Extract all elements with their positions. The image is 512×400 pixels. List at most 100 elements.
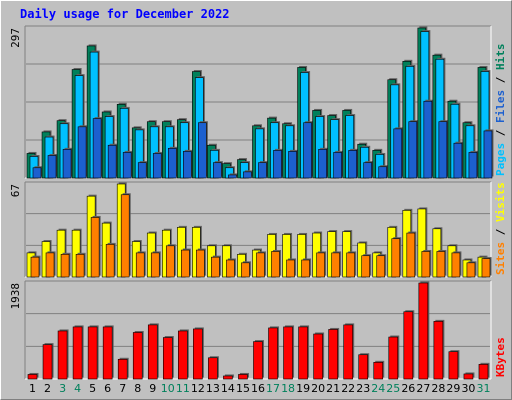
visits-sites-bar [256, 252, 265, 278]
visits-sites-bar [181, 249, 190, 278]
hits-pages-bar [393, 128, 403, 179]
kbytes-kbytes-bar [238, 374, 248, 380]
kbytes-kbytes-bar [463, 373, 474, 380]
hits-pages-bar [32, 167, 42, 179]
day-label: 30 [461, 382, 475, 395]
visits-sites-bar [105, 244, 115, 278]
visits-sites-bar [421, 251, 431, 278]
hits-pages-bar [318, 149, 327, 179]
kbytes-kbytes-bar [478, 364, 489, 380]
day-label: 14 [221, 382, 235, 395]
kbytes-kbytes-bar [418, 282, 429, 380]
hits-pages-bar [453, 142, 463, 179]
day-label: 20 [311, 382, 325, 395]
kbytes-kbytes-bar [72, 326, 83, 380]
visits-sites-bar [90, 217, 100, 278]
hits-pages-bar [213, 162, 222, 179]
day-label: 15 [236, 382, 250, 395]
kbytes-kbytes-bar [87, 326, 98, 380]
hits-legend-entry: Hits [494, 44, 507, 71]
hits-pages-bar [228, 174, 237, 179]
hits-legend-entry: / [494, 70, 507, 90]
day-label: 1 [29, 382, 36, 395]
day-label: 8 [134, 382, 141, 395]
hits-pages-bar [62, 149, 72, 179]
day-label: 12 [191, 382, 205, 395]
kbytes-kbytes-bar [373, 362, 384, 380]
kbytes-legend-entry: KBytes [494, 337, 507, 377]
kbytes-kbytes-bar [132, 332, 143, 380]
kbytes-kbytes-bar [268, 327, 278, 380]
kbytes-kbytes-bar [283, 326, 293, 380]
visits-legend-entry: / [494, 222, 507, 242]
day-label: 13 [206, 382, 220, 395]
hits-pages-bar [273, 150, 282, 179]
hits-pages-bar [483, 130, 493, 179]
hits-pages-bar [288, 151, 297, 179]
hits-pages-bar [47, 155, 57, 179]
visits-sites-bar [60, 254, 70, 278]
day-label: 3 [59, 382, 66, 395]
day-label: 16 [251, 382, 265, 395]
kbytes-kbytes-bar [253, 341, 263, 380]
hits-pages-bar [468, 152, 478, 179]
kbytes-kbytes-bar [117, 358, 128, 380]
hits-pages-bar [77, 126, 87, 179]
kbytes-kbytes-bar [102, 326, 113, 380]
day-label: 28 [431, 382, 445, 395]
day-label: 19 [296, 382, 310, 395]
visits-sites-bar [301, 259, 310, 278]
hits-pages-bar [348, 150, 357, 179]
visits-sites-bar [406, 232, 416, 278]
visits-sites-bar [226, 259, 235, 278]
kbytes-kbytes-bar [193, 328, 203, 380]
hits-legend: Pages / Files / Hits [494, 44, 507, 177]
hits-max-label: 297 [9, 28, 22, 48]
visits-sites-bar [211, 256, 220, 278]
hits-pages-bar [243, 171, 252, 179]
visits-sites-bar [120, 194, 130, 278]
hits-pages-bar [303, 122, 312, 179]
day-label: 27 [416, 382, 430, 395]
visits-sites-bar [75, 254, 85, 278]
kbytes-kbytes-bar [162, 337, 173, 380]
day-label: 4 [74, 382, 81, 395]
kbytes-kbytes-bar [448, 351, 459, 380]
hits-pages-bar [107, 144, 117, 179]
day-label: 2 [44, 382, 51, 395]
visits-sites-bar [346, 252, 355, 278]
visits-sites-bar [165, 245, 175, 278]
kbytes-kbytes-bar [42, 344, 53, 380]
kbytes-kbytes-bar [298, 326, 308, 380]
visits-legend: Sites / Visits [494, 182, 507, 275]
hits-pages-bar [423, 100, 433, 179]
day-label: 26 [401, 382, 415, 395]
day-label: 25 [386, 382, 400, 395]
day-label: 21 [326, 382, 340, 395]
kbytes-kbytes-bar [223, 375, 233, 380]
kbytes-kbytes-bar [343, 324, 353, 380]
kbytes-kbytes-bar [57, 330, 68, 380]
visits-sites-bar [150, 252, 160, 278]
hits-pages-bar [122, 152, 132, 179]
kbytes-kbytes-bar [388, 336, 399, 380]
visits-sites-bar [391, 238, 401, 278]
kbytes-kbytes-bar [328, 329, 338, 380]
day-label: 5 [89, 382, 96, 395]
hits-pages-bar [333, 152, 342, 179]
visits-sites-bar [30, 256, 40, 278]
day-label: 6 [104, 382, 111, 395]
day-label: 31 [476, 382, 490, 395]
visits-sites-bar [271, 251, 280, 278]
hits-pages-bar [258, 162, 267, 179]
hits-legend-entry: Pages [494, 143, 507, 176]
visits-sites-bar [241, 262, 250, 278]
visits-sites-bar [331, 252, 340, 278]
day-label: 24 [371, 382, 385, 395]
hits-legend-entry: Files [494, 90, 507, 123]
chart-title: Daily usage for December 2022 [20, 7, 230, 21]
visits-sites-bar [466, 262, 476, 278]
visits-sites-bar [135, 252, 145, 278]
day-label: 11 [176, 382, 190, 395]
